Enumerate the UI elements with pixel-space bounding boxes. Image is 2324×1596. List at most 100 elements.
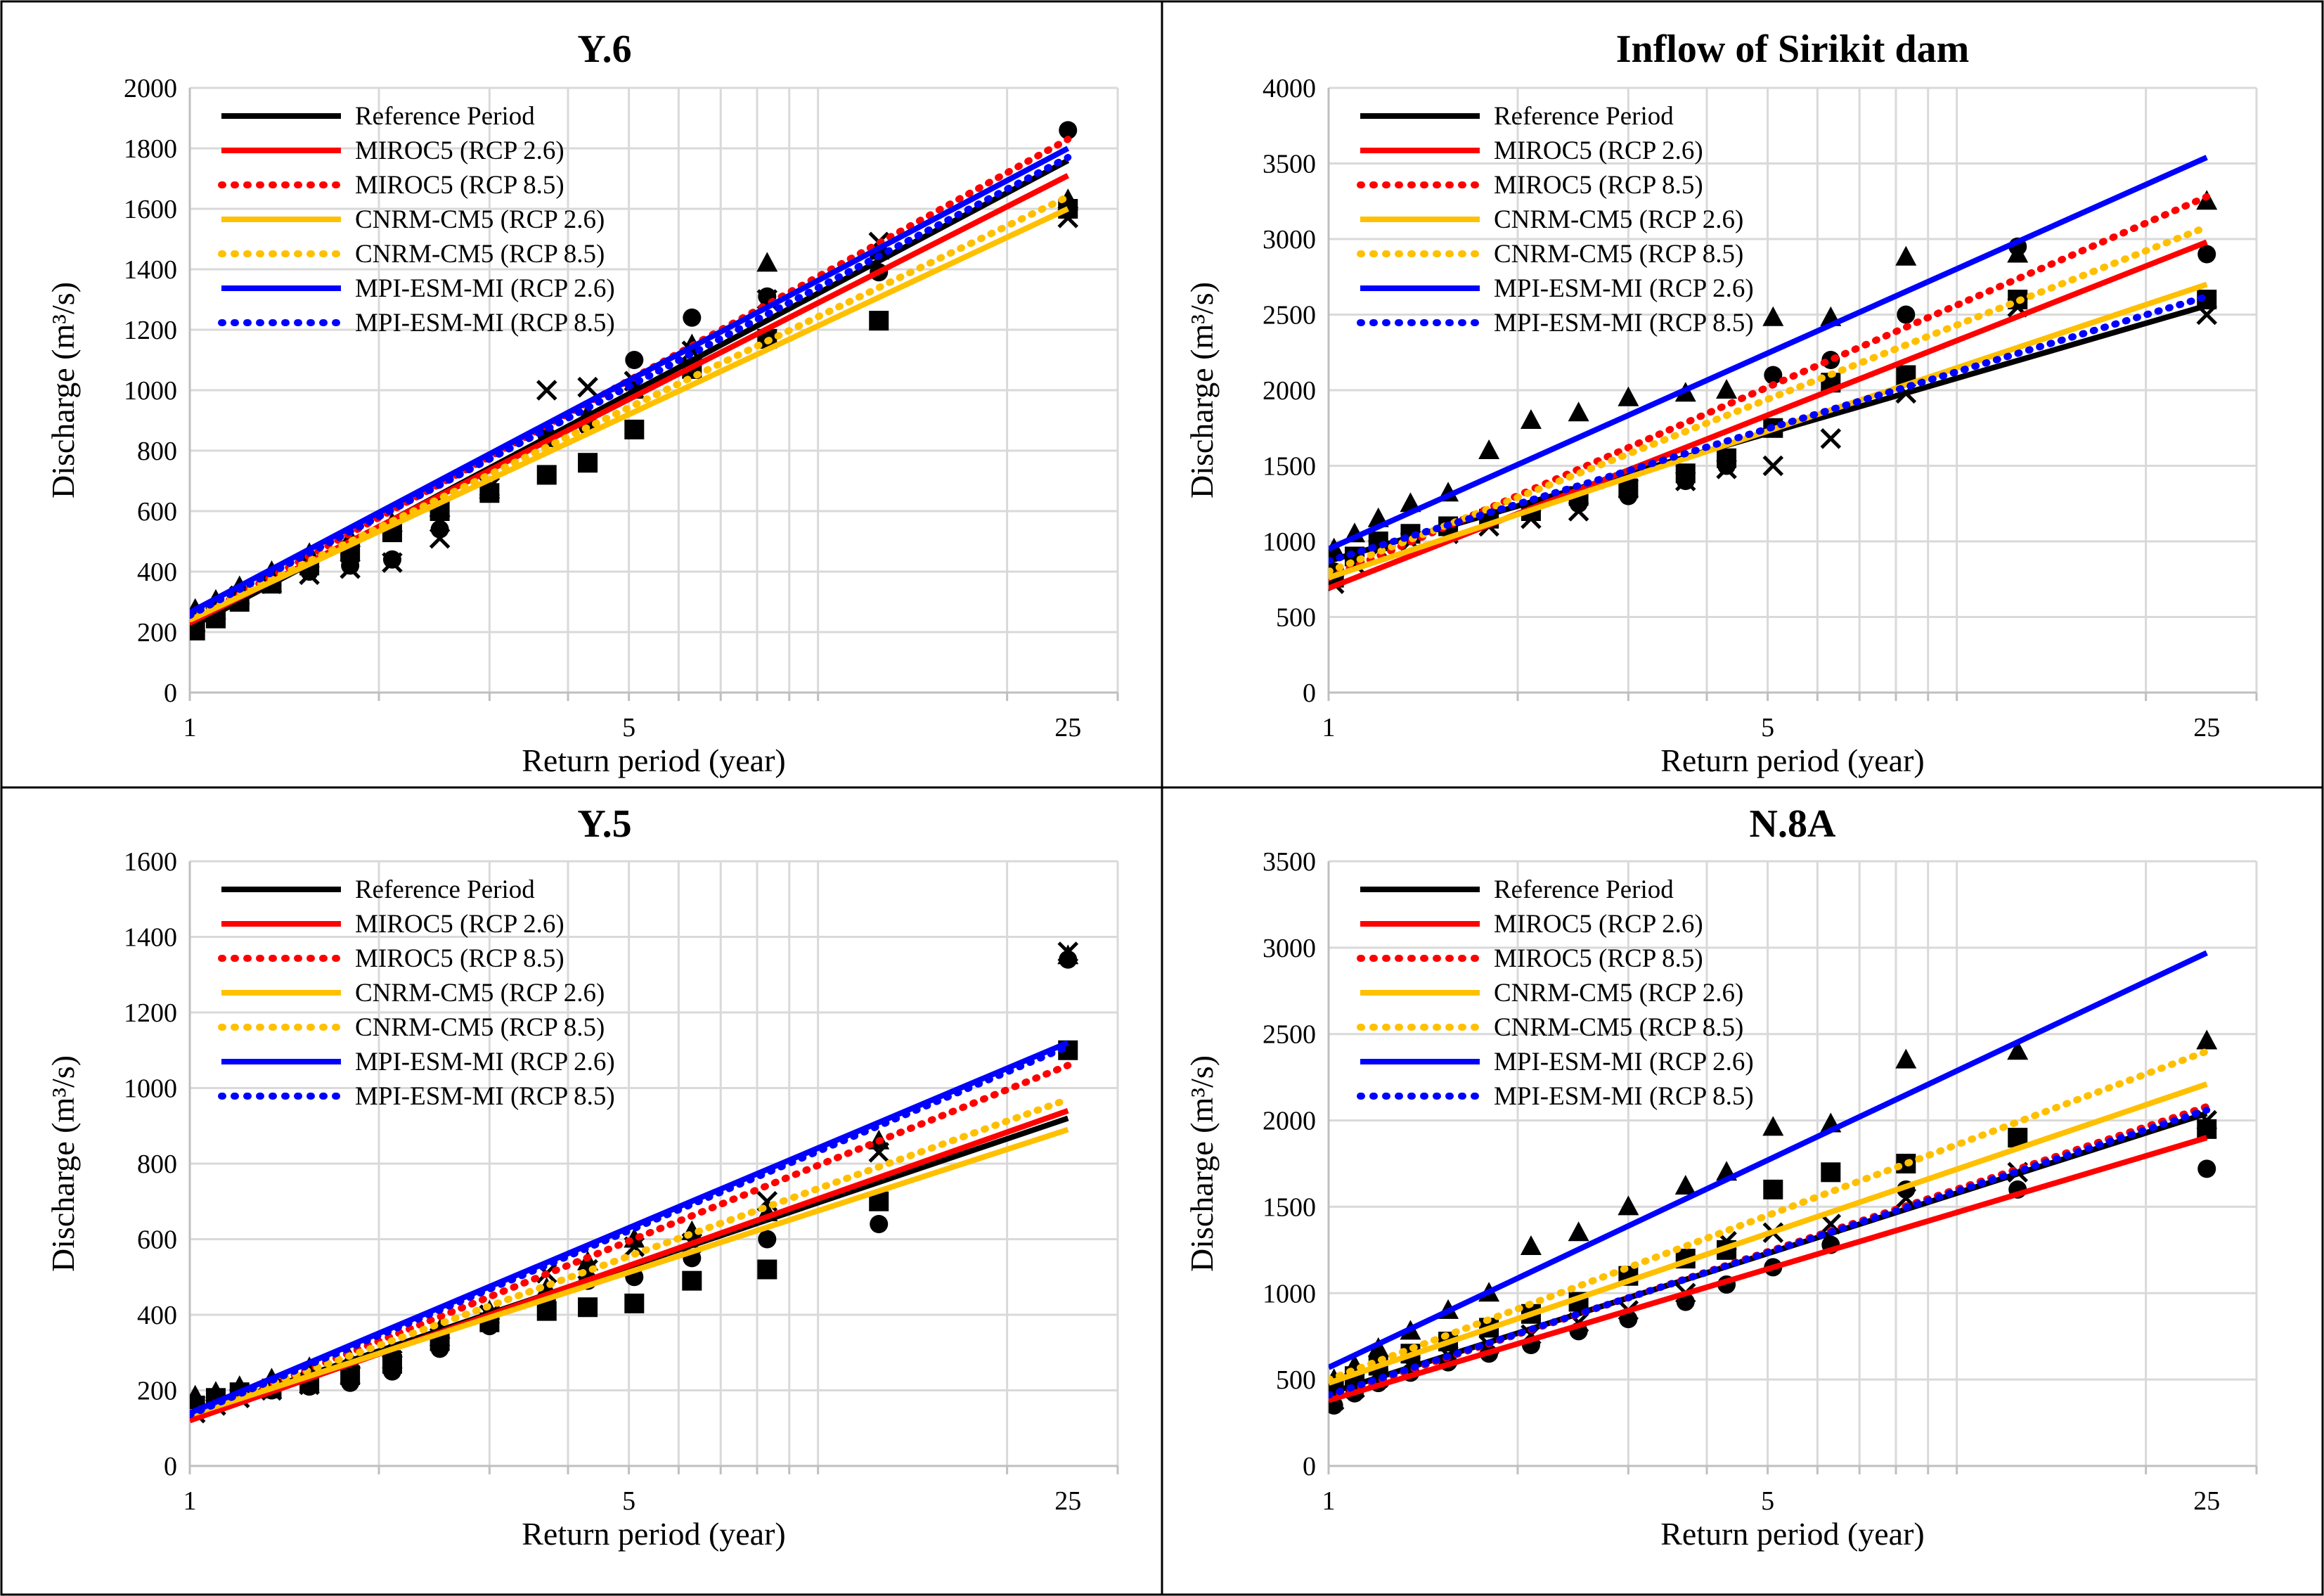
legend-label: CNRM-CM5 (RCP 8.5)	[355, 240, 605, 269]
y-axis-label: Discharge (m³/s)	[1184, 1055, 1220, 1272]
observation-point	[1568, 501, 1589, 522]
plot-area	[190, 941, 1079, 1424]
observation-point	[1716, 458, 1737, 480]
observation-point	[480, 484, 499, 503]
observation-point	[1568, 401, 1589, 422]
y-tick-label: 1000	[1263, 1279, 1316, 1308]
observation-point	[625, 351, 644, 369]
y-tick-label: 1000	[124, 1074, 177, 1104]
y-tick-label: 500	[1276, 603, 1316, 633]
legend-label: MPI-ESM-MI (RCP 8.5)	[355, 309, 615, 337]
horizontal-gridlines	[190, 86, 1118, 694]
legend-label: MPI-ESM-MI (RCP 2.6)	[355, 1048, 615, 1076]
observation-point	[1764, 366, 1783, 385]
observation-point	[536, 465, 557, 485]
observation-point	[758, 1230, 777, 1249]
y-axis-label: Discharge (m³/s)	[45, 1055, 81, 1272]
legend: Reference Period MIROC5 (RCP 2.6) MIROC5 (…	[218, 875, 615, 1111]
observation-point	[536, 380, 557, 401]
observation-point	[1897, 305, 1916, 324]
x-tick-labels: 1 5 25	[1322, 1486, 2221, 1516]
x-tick-label: 5	[622, 713, 635, 742]
x-axis-label: Return period (year)	[522, 1516, 786, 1552]
vertical-gridlines	[1327, 861, 2258, 1466]
y-tick-label: 1600	[124, 847, 177, 877]
series-line	[1329, 1081, 2208, 1386]
y-tick-label: 600	[137, 497, 177, 527]
legend-label: MIROC5 (RCP 2.6)	[1494, 136, 1703, 165]
observation-point	[340, 1365, 361, 1386]
y-tick-label: 2000	[1263, 1107, 1316, 1136]
y-tick-labels: 0 200 400 600 800 1000 1200 1400 1600	[124, 847, 177, 1481]
observation-point	[757, 1259, 777, 1280]
x-tick-label: 25	[1054, 713, 1081, 742]
y-tick-label: 0	[164, 1452, 177, 1481]
x-tick-label: 5	[1761, 1486, 1774, 1516]
chart-title-n8a: N.8A	[1750, 802, 1836, 846]
observation-point	[1478, 439, 1500, 459]
observation-point	[1895, 1188, 1917, 1209]
y-tick-label: 600	[137, 1225, 177, 1255]
legend-label: MIROC5 (RCP 8.5)	[355, 944, 564, 973]
y-tick-labels: 0 500 1000 1500 2000 2500 3000 3500 4000	[1263, 74, 1316, 708]
observation-point	[430, 520, 449, 539]
y-tick-label: 2500	[1263, 301, 1316, 330]
y-tick-label: 200	[137, 1377, 177, 1406]
chart-title-sirikit: Inflow of Sirikit dam	[1616, 27, 1970, 71]
horizontal-gridlines	[190, 860, 1118, 1467]
observation-point	[624, 419, 645, 439]
legend: Reference Period MIROC5 (RCP 2.6) MIROC5 (…	[1357, 102, 1754, 337]
observation-point	[1717, 456, 1736, 475]
x-tick-label: 25	[2193, 713, 2220, 742]
legend-label: MPI-ESM-MI (RCP 8.5)	[1494, 309, 1754, 337]
legend-label: MIROC5 (RCP 2.6)	[1494, 910, 1703, 939]
observation-point	[382, 550, 401, 569]
y-tick-label: 1400	[124, 255, 177, 285]
observation-point	[1895, 1048, 1917, 1069]
series-line	[190, 146, 1070, 615]
legend: Reference Period MIROC5 (RCP 2.6) MIROC5 (…	[218, 102, 615, 337]
y-tick-label: 3500	[1263, 847, 1316, 877]
observation-point	[341, 556, 360, 575]
observation-point	[1568, 1221, 1589, 1242]
observation-point	[2196, 1029, 2218, 1050]
y-tick-label: 0	[1303, 678, 1316, 708]
y-tick-label: 1000	[124, 376, 177, 406]
observation-point	[1520, 1235, 1542, 1255]
y-tick-labels: 0 200 400 600 800 1000 1200 1400 1600 1800 2000	[124, 74, 177, 708]
series-line	[190, 1126, 1069, 1418]
observation-point	[190, 1384, 206, 1405]
legend-label: MIROC5 (RCP 8.5)	[1494, 944, 1703, 973]
y-tick-label: 200	[137, 618, 177, 648]
series-line	[1329, 155, 2208, 552]
y-tick-label: 3500	[1263, 150, 1316, 179]
legend-label: MPI-ESM-MI (RCP 8.5)	[1494, 1082, 1754, 1111]
series-line	[1329, 292, 2211, 565]
observation-point	[1059, 121, 1078, 140]
legend-label: MIROC5 (RCP 8.5)	[1494, 171, 1703, 200]
observation-point	[1618, 1195, 1639, 1216]
x-tick-labels: 1 5 25	[1322, 713, 2221, 742]
observation-point	[340, 558, 361, 579]
observation-point	[1762, 306, 1784, 326]
x-axis-label: Return period (year)	[1660, 742, 1925, 778]
x-axis-label: Return period (year)	[1660, 1516, 1925, 1552]
observation-point	[682, 1270, 702, 1291]
series-line	[190, 136, 1072, 625]
legend: Reference Period MIROC5 (RCP 2.6) MIROC5 (…	[1357, 875, 1754, 1111]
observation-point	[429, 496, 451, 517]
observation-point	[578, 453, 598, 473]
x-tick-label: 5	[1761, 713, 1774, 742]
x-tick-label: 1	[183, 713, 197, 742]
legend-label: Reference Period	[355, 102, 535, 131]
observation-point	[1057, 188, 1079, 209]
legend-label: Reference Period	[1494, 102, 1674, 131]
observation-point	[382, 552, 403, 573]
legend-label: MPI-ESM-MI (RCP 2.6)	[1494, 1048, 1754, 1076]
series-line	[1329, 1048, 2211, 1384]
series-line	[1329, 1135, 2208, 1403]
series-line	[190, 1095, 1072, 1417]
x-tick-labels: 1 5 25	[183, 713, 1082, 742]
x-tick-label: 1	[1322, 1486, 1336, 1516]
legend-label: CNRM-CM5 (RCP 2.6)	[1494, 979, 1743, 1008]
